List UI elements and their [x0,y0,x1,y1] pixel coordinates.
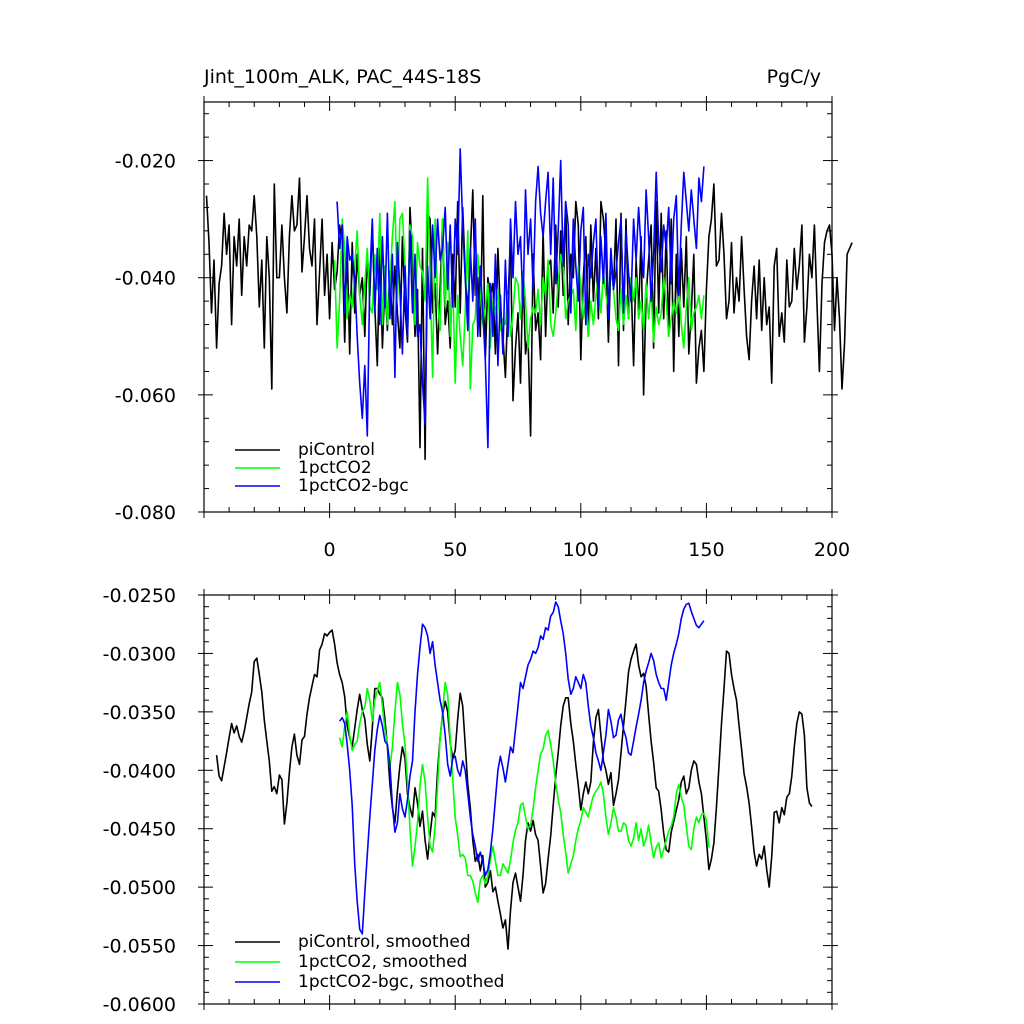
plot-frame [203,101,833,513]
series-line-1pctco2-bgc-smoothed [338,601,705,935]
legend-label: 1pctCO2 [298,458,372,478]
x-tick-label: 0 [324,539,336,561]
y-tick-label: -0.0500 [103,877,176,899]
y-tick-label: -0.0250 [103,585,176,607]
legend-label: piControl [298,440,375,460]
x-tick-label: 200 [814,539,850,561]
y-tick-label: -0.0300 [103,643,176,665]
x-tick-label: 150 [688,539,724,561]
y-tick-label: -0.0600 [103,994,176,1016]
legend-label: piControl, smoothed [298,932,471,952]
y-tick-label: -0.040 [115,268,176,290]
series-line-1pctco2-bgc [336,148,705,449]
bottom-panel: -0.0600 -0.0550 -0.0500 -0.0450 -0.0400 -0.03… [103,585,838,1016]
series-line-picontrol [205,177,853,461]
x-tick-label: 100 [563,539,599,561]
y-tick-label: -0.0450 [103,819,176,841]
top-chart-units: PgC/y [767,66,821,88]
y-tick-label: -0.0350 [103,702,176,724]
x-tick-label: 50 [443,539,467,561]
y-tick-label: -0.0400 [103,760,176,782]
top-panel: -0.080 -0.060 -0.040 -0.020 0 50 100 150 200 piCo… [115,96,853,561]
y-tick-label: -0.060 [115,385,176,407]
legend-label: 1pctCO2-bgc [298,476,409,496]
y-tick-label: -0.020 [115,151,176,173]
plot-frame [203,594,833,1005]
series-line-1pctco2-smoothed [338,681,710,904]
series-line-picontrol-smoothed [215,629,813,950]
y-tick-label: -0.0550 [103,936,176,958]
series-line-1pctco2 [333,177,705,390]
legend-label: 1pctCO2, smoothed [298,952,467,972]
y-tick-label: -0.080 [115,502,176,524]
legend-label: 1pctCO2-bgc, smoothed [298,972,504,992]
top-chart-title: Jint_100m_ALK, PAC_44S-18S [203,66,481,88]
